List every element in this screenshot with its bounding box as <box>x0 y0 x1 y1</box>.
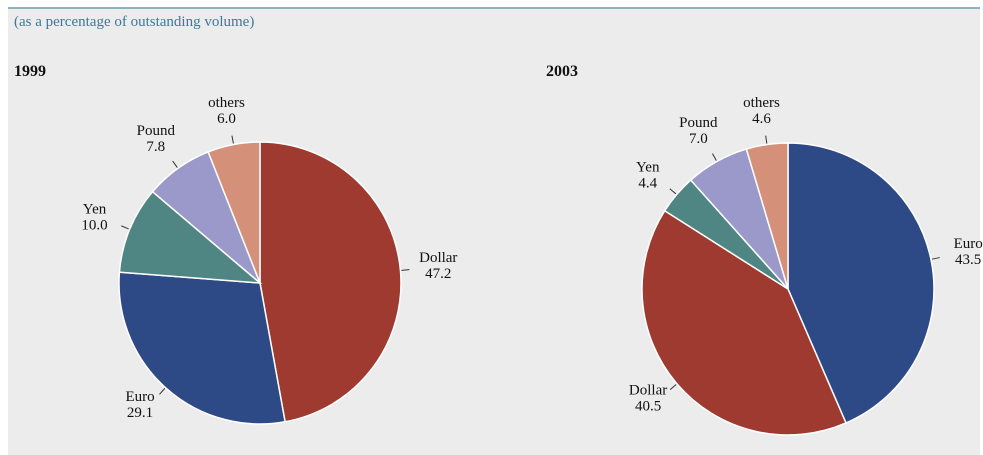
pie-slice <box>641 209 847 436</box>
slice-value-label: 6.0 <box>217 111 236 127</box>
leader-line <box>669 384 677 391</box>
leader-line <box>669 188 677 195</box>
pie-slice <box>207 141 261 284</box>
pie-slice <box>745 142 789 290</box>
slice-value-label: 47.2 <box>425 266 451 282</box>
pie-slice <box>118 271 286 425</box>
leader-line <box>712 153 717 161</box>
slice-label: Euro <box>954 236 983 252</box>
slice-label: Euro <box>125 389 154 405</box>
slice-label: Pound <box>679 115 718 131</box>
slice-label: others <box>208 95 245 111</box>
leader-line <box>231 135 234 144</box>
leader-line <box>401 269 410 271</box>
leader-line <box>765 135 768 144</box>
pie-slice <box>259 141 402 423</box>
leader-line <box>159 388 166 395</box>
chart-title: 2003 <box>546 63 578 80</box>
leader-line <box>121 225 129 230</box>
subtitle: (as a percentage of outstanding volume) <box>14 14 254 30</box>
slice-value-label: 7.0 <box>689 131 708 147</box>
pie-slice <box>118 190 263 284</box>
slice-label: others <box>743 95 780 111</box>
leader-line <box>931 257 940 260</box>
slice-value-label: 4.6 <box>752 111 771 127</box>
slice-value-label: 7.8 <box>146 139 165 155</box>
slice-value-label: 4.4 <box>638 176 657 192</box>
slice-label: Dollar <box>629 383 667 399</box>
slice-value-label: 10.0 <box>81 217 107 233</box>
leader-line <box>172 160 178 168</box>
slice-label: Yen <box>83 201 107 217</box>
slice-value-label: 43.5 <box>955 252 981 268</box>
pie-slice <box>787 142 935 424</box>
slice-value-label: 29.1 <box>127 405 153 421</box>
chart-title: 1999 <box>14 63 46 80</box>
slice-label: Pound <box>137 123 176 139</box>
slice-label: Dollar <box>419 250 457 266</box>
slice-value-label: 40.5 <box>635 399 661 415</box>
slice-label: Yen <box>636 160 660 176</box>
